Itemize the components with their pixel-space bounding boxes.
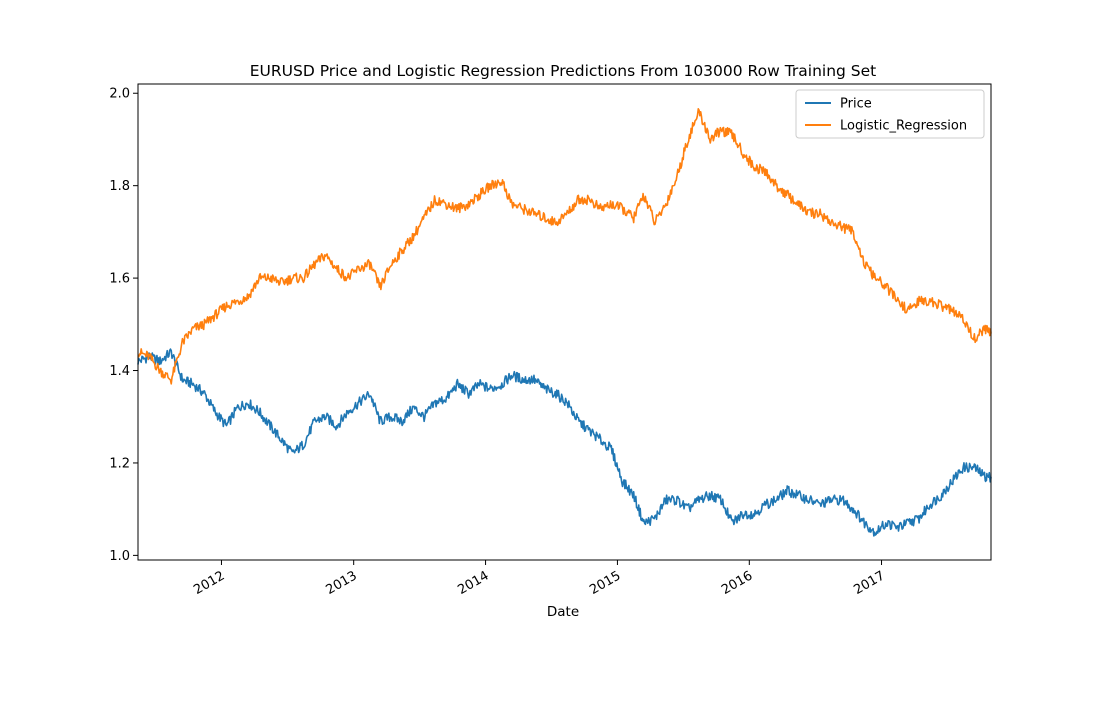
- y-tick-label: 1.6: [109, 272, 130, 287]
- y-tick-label: 1.2: [109, 456, 130, 471]
- series-layer: [137, 108, 992, 537]
- legend-box: [795, 89, 985, 139]
- chart-title: EURUSD Price and Logistic Regression Pre…: [250, 62, 877, 80]
- y-axis: 1.0 1.2 1.4 1.6 1.8 2.0: [109, 87, 138, 564]
- plot-area-frame: [137, 83, 992, 561]
- series-line-logistic-regression: [137, 108, 992, 385]
- legend-label-price: Price: [840, 97, 872, 112]
- series-line-price: [137, 348, 992, 537]
- y-tick-label: 1.8: [109, 179, 130, 194]
- legend: Price Logistic_Regression: [795, 89, 985, 139]
- x-axis-label: Date: [547, 604, 579, 620]
- legend-label-logistic-regression: Logistic_Regression: [840, 119, 967, 134]
- y-tick-label: 2.0: [109, 87, 130, 102]
- y-tick-label: 1.4: [109, 364, 130, 379]
- y-tick-label: 1.0: [109, 549, 130, 564]
